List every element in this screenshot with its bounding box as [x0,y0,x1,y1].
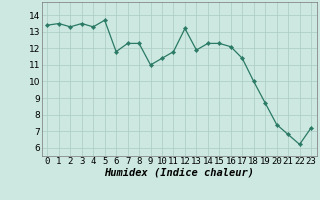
X-axis label: Humidex (Indice chaleur): Humidex (Indice chaleur) [104,168,254,178]
